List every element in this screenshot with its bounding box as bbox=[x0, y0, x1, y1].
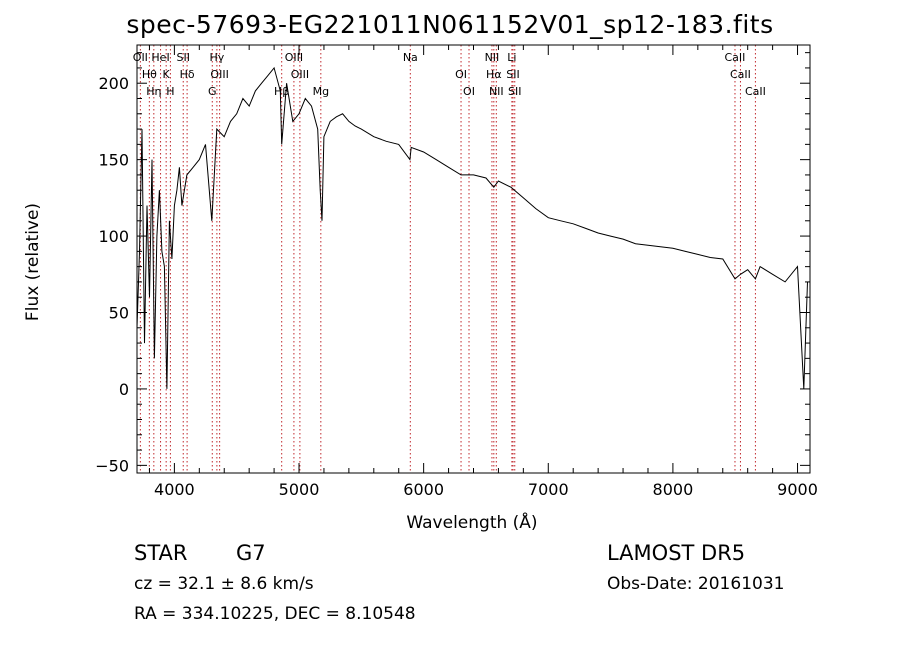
object-class: STAR bbox=[134, 541, 188, 565]
y-tick-label: 200 bbox=[98, 74, 129, 93]
spectral-line-markers bbox=[139, 45, 756, 473]
marker-label: Mg bbox=[313, 85, 329, 98]
x-tick-label: 5000 bbox=[279, 480, 320, 499]
observation-date: Obs-Date: 20161031 bbox=[607, 574, 785, 594]
marker-label: Hθ bbox=[142, 68, 157, 81]
marker-label: H bbox=[166, 85, 174, 98]
y-tick-label: 0 bbox=[119, 380, 129, 399]
marker-label: HeI bbox=[151, 51, 169, 64]
marker-label: OI bbox=[463, 85, 475, 98]
y-tick-label: −50 bbox=[95, 456, 129, 475]
x-tick-label: 6000 bbox=[403, 480, 444, 499]
marker-label: OIII bbox=[285, 51, 303, 64]
y-tick-label: 50 bbox=[109, 304, 129, 323]
y-axis-ticks: −50 0 50 100 150 200 bbox=[95, 52, 810, 475]
marker-label: SII bbox=[176, 51, 189, 64]
marker-label: Hδ bbox=[180, 68, 195, 81]
marker-label: Hη bbox=[146, 85, 161, 98]
y-tick-label: 150 bbox=[98, 151, 129, 170]
redshift-value: cz = 32.1 ± 8.6 km/s bbox=[134, 574, 314, 594]
y-tick-label: 100 bbox=[98, 227, 129, 246]
spectral-line-labels: OIIHθHηHeIKHSIIHδGHγOIIIHβOIIIOIIIMgNaOI… bbox=[133, 51, 766, 98]
marker-label: OI bbox=[455, 68, 467, 81]
x-tick-label: 9000 bbox=[777, 480, 818, 499]
x-tick-label: 4000 bbox=[154, 480, 195, 499]
x-axis-label: Wavelength (Å) bbox=[406, 511, 537, 533]
marker-label: G bbox=[208, 85, 217, 98]
marker-label: NII bbox=[489, 85, 504, 98]
marker-label: Na bbox=[403, 51, 418, 64]
marker-label: OIII bbox=[210, 68, 228, 81]
marker-label: Li bbox=[507, 51, 516, 64]
x-tick-label: 7000 bbox=[528, 480, 569, 499]
marker-label: OIII bbox=[291, 68, 309, 81]
marker-label: SII bbox=[508, 85, 521, 98]
x-tick-label: 8000 bbox=[653, 480, 694, 499]
marker-label: Hγ bbox=[209, 51, 224, 64]
y-axis-label: Flux (relative) bbox=[23, 203, 43, 321]
chart-title: spec-57693-EG221011N061152V01_sp12-183.f… bbox=[126, 10, 774, 39]
x-axis-ticks: 4000 5000 6000 7000 8000 9000 bbox=[148, 45, 818, 499]
marker-label: CaII bbox=[745, 85, 766, 98]
marker-label: CaII bbox=[725, 51, 746, 64]
marker-label: K bbox=[163, 68, 171, 81]
coordinates: RA = 334.10225, DEC = 8.10548 bbox=[134, 604, 416, 624]
spectrum-line bbox=[136, 66, 808, 389]
marker-label: NII bbox=[485, 51, 500, 64]
plot-frame bbox=[136, 44, 811, 474]
survey-name: LAMOST DR5 bbox=[607, 541, 746, 565]
object-subclass: G7 bbox=[236, 541, 266, 565]
marker-label: SII bbox=[506, 68, 519, 81]
marker-label: CaII bbox=[730, 68, 751, 81]
marker-label: Hα bbox=[486, 68, 502, 81]
